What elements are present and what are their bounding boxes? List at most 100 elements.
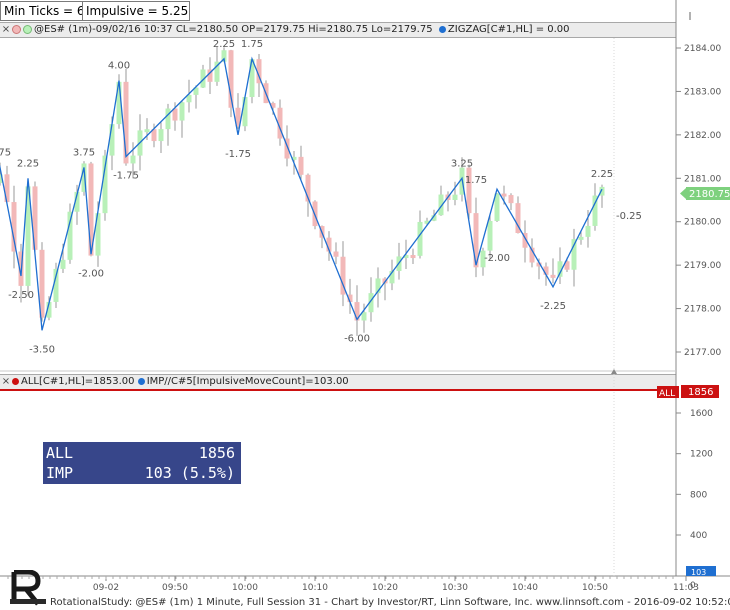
candle-body <box>53 268 59 302</box>
candle-body <box>284 138 290 159</box>
imp-header-text: IMP//C#5[ImpulsiveMoveCount]=103.00 <box>146 376 349 387</box>
candle-body <box>403 255 409 259</box>
swing-label: -6.00 <box>344 333 370 344</box>
min-ticks-field[interactable]: Min Ticks = 6 <box>0 1 85 21</box>
summary-imp-label: IMP <box>46 464 74 482</box>
candle-body <box>144 129 150 133</box>
candle-body <box>95 213 101 256</box>
swing-label: -2.25 <box>540 301 566 312</box>
summary-imp-row: IMP 103 (5.5%) <box>46 463 235 483</box>
candle-body <box>123 81 129 164</box>
candle-body <box>361 312 367 321</box>
panel-resize-handle[interactable] <box>611 369 617 374</box>
close-icon[interactable]: × <box>1 24 11 35</box>
swing-label: 4.00 <box>108 61 130 72</box>
candle-body <box>466 167 472 214</box>
swing-label: 1.75 <box>465 175 487 186</box>
x-axis-label: 10:30 <box>442 583 468 593</box>
candle-body <box>564 261 570 270</box>
candle-body <box>452 194 458 201</box>
summary-box: ALL 1856 IMP 103 (5.5%) <box>43 442 241 484</box>
investor-rt-logo <box>10 570 46 606</box>
candle-body <box>557 261 563 277</box>
candle-body <box>0 174 3 183</box>
candle-body <box>354 302 360 321</box>
candle-body <box>158 129 164 142</box>
swing-label: -2.00 <box>78 268 104 279</box>
all-badge-label-bg <box>657 386 679 398</box>
price-axis-label: 2180.00 <box>684 218 721 228</box>
candle-body <box>11 202 17 252</box>
x-axis-label: 11:03 <box>673 583 699 593</box>
price-axis-label: 2182.00 <box>684 131 721 141</box>
swing-label: -1.75 <box>113 171 139 182</box>
close-icon[interactable]: × <box>1 376 11 387</box>
candle-body <box>200 69 206 88</box>
candle-body <box>4 174 10 203</box>
swing-label: -0.25 <box>616 211 642 222</box>
candle-body <box>67 211 73 260</box>
x-axis-label: 10:20 <box>372 583 398 593</box>
candle-body <box>81 163 87 192</box>
candle-body <box>256 59 262 84</box>
impulsive-field[interactable]: Impulsive = 5.25 <box>82 1 190 21</box>
price-axis-label: 2179.00 <box>684 261 721 271</box>
summary-imp-value: 103 (5.5%) <box>144 464 235 482</box>
candle-body <box>242 97 248 127</box>
candle-body <box>571 239 577 270</box>
lower-axis-label: 800 <box>690 490 707 500</box>
candle-body <box>410 255 416 259</box>
price-panel-header: × @ES# (1m)-09/02/16 10:37 CL=2180.50 OP=… <box>0 22 676 38</box>
candle-body <box>522 233 528 248</box>
swing-label: 3.25 <box>451 158 473 169</box>
down-candle-icon <box>12 24 21 34</box>
zigzag-line <box>0 56 603 331</box>
price-badge: 2180.75 <box>689 189 730 200</box>
candle-body <box>578 236 584 240</box>
swing-label: -2.00 <box>484 253 510 264</box>
swing-label: 2.25 <box>213 39 235 50</box>
swing-label: 2.25 <box>17 158 39 169</box>
candle-body <box>235 107 241 127</box>
candle-body <box>592 195 598 226</box>
candle-body <box>305 174 311 202</box>
candle-body <box>109 124 115 156</box>
candle-body <box>221 50 227 62</box>
candle-body <box>102 155 108 214</box>
candle-body <box>277 107 283 139</box>
candle-body <box>599 186 605 196</box>
candle-body <box>508 195 514 204</box>
candle-body <box>270 103 276 108</box>
lower-axis-label: 1600 <box>690 409 713 419</box>
candle-body <box>25 186 31 286</box>
candle-body <box>536 262 542 267</box>
all-dot-icon <box>12 377 19 385</box>
candle-body <box>431 215 437 221</box>
candle-body <box>375 278 381 294</box>
candle-body <box>494 193 500 221</box>
candle-body <box>333 251 339 257</box>
candle-body <box>368 293 374 313</box>
chart-footer: RotationalStudy: @ES# (1m) 1 Minute, Ful… <box>50 597 730 608</box>
candle-body <box>249 59 255 98</box>
price-axis-label: 2183.00 <box>684 87 721 97</box>
candle-body <box>116 81 122 125</box>
candle-body <box>165 108 171 130</box>
candle-body <box>60 259 66 269</box>
candle-body <box>543 266 549 275</box>
candle-body <box>487 220 493 251</box>
candle-body <box>39 249 45 318</box>
candle-body <box>424 220 430 224</box>
imp-dot-icon <box>137 377 145 385</box>
candle-body <box>214 61 220 82</box>
candle-body <box>389 270 395 284</box>
candle-body <box>340 256 346 295</box>
candle-body <box>473 213 479 268</box>
lower-axis-label: 1200 <box>690 450 713 460</box>
candle-body <box>207 69 213 82</box>
x-axis-label: 10:40 <box>512 583 538 593</box>
candle-body <box>326 237 332 252</box>
candle-body <box>151 129 157 142</box>
candle-body <box>46 301 52 318</box>
